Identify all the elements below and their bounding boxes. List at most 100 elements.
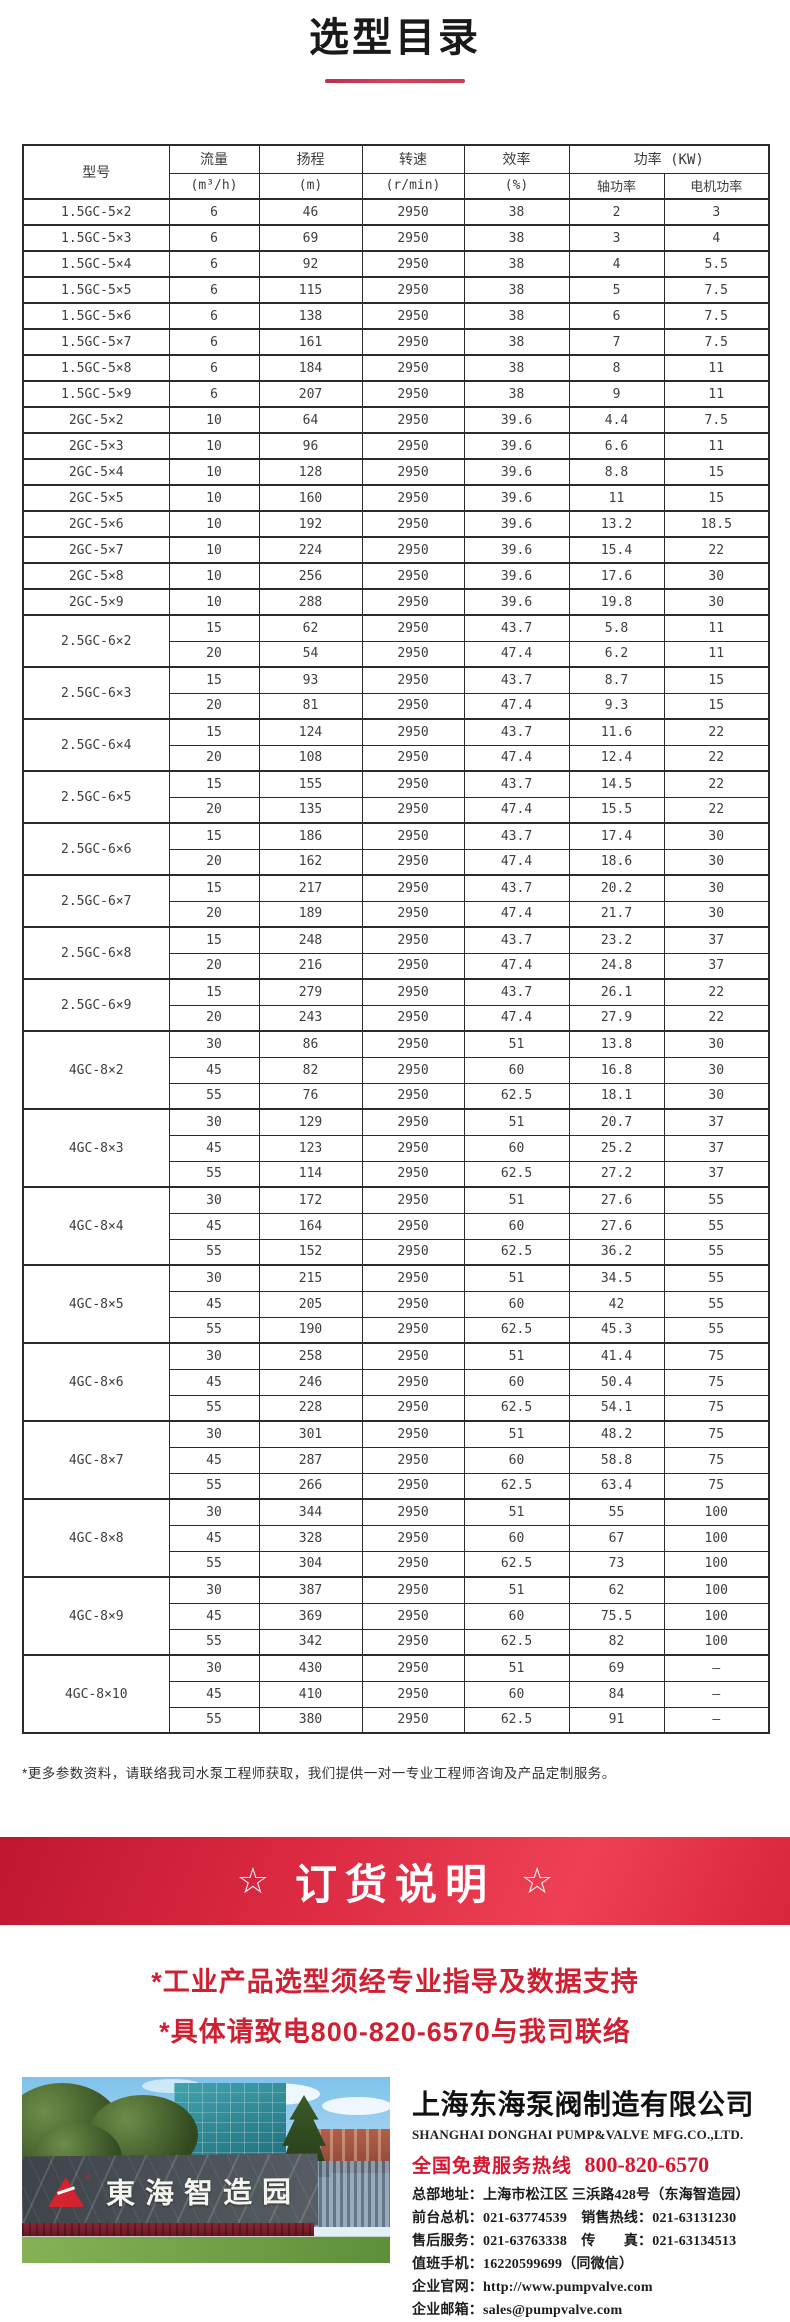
model-cell: 2.5GC-6×8 <box>22 926 170 980</box>
speed-cell: 2950 <box>361 354 465 382</box>
head-cell: 256 <box>258 562 363 590</box>
title-underline <box>325 79 465 83</box>
head-cell: 288 <box>258 588 363 616</box>
model-cell: 4GC-8×5 <box>22 1264 170 1344</box>
shaft-power-cell: 24.8 <box>568 952 665 980</box>
shaft-power-cell: 8.8 <box>568 458 665 486</box>
efficiency-cell: 51 <box>463 1576 570 1604</box>
shaft-power-cell: 5 <box>568 276 665 304</box>
motor-power-cell: 75 <box>663 1472 770 1500</box>
head-cell: 228 <box>258 1394 363 1422</box>
shaft-power-cell: 62 <box>568 1576 665 1604</box>
head-cell: 192 <box>258 510 363 538</box>
head-cell: 304 <box>258 1550 363 1578</box>
table-row: 1.5GC-5×4 6 92 2950 38 4 5.5 <box>22 250 770 278</box>
table-units-row: (m³/h) (m) (r/min) (%) 轴功率 电机功率 <box>23 172 770 200</box>
shaft-power-cell: 84 <box>568 1680 665 1708</box>
motor-power-cell: 75 <box>663 1420 770 1448</box>
flow-cell: 45 <box>168 1290 260 1318</box>
efficiency-cell: 47.4 <box>463 796 570 824</box>
head-cell: 128 <box>258 458 363 486</box>
head-cell: 138 <box>258 302 363 330</box>
efficiency-cell: 43.7 <box>463 822 570 850</box>
table-row: 2.5GC-6×9 15 279 2950 43.7 26.1 22 <box>22 978 770 1032</box>
flow-cell: 55 <box>168 1394 260 1422</box>
table-row: 20 135 2950 47.4 15.5 22 <box>23 796 770 824</box>
speed-cell: 2950 <box>361 1394 465 1422</box>
speed-cell: 2950 <box>361 250 465 278</box>
shaft-power-cell: 4.4 <box>568 406 665 434</box>
flow-cell: 20 <box>168 952 260 980</box>
model-cell: 1.5GC-5×3 <box>22 224 170 252</box>
motor-power-cell: 55 <box>663 1264 770 1292</box>
speed-cell: 2950 <box>361 1264 465 1292</box>
efficiency-cell: 47.4 <box>463 848 570 876</box>
speed-cell: 2950 <box>361 692 465 720</box>
col-header-motor-power: 电机功率 <box>663 172 770 200</box>
head-cell: 114 <box>258 1160 363 1188</box>
shaft-power-cell: 9.3 <box>568 692 665 720</box>
head-cell: 123 <box>258 1134 363 1162</box>
table-row: 45 82 2950 60 16.8 30 <box>23 1056 770 1084</box>
motor-power-cell: 55 <box>663 1290 770 1318</box>
efficiency-cell: 51 <box>463 1342 570 1370</box>
shaft-power-cell: 6.2 <box>568 640 665 668</box>
order-banner-title: 订货说明 <box>294 1860 495 1908</box>
speed-cell: 2950 <box>361 1082 465 1110</box>
efficiency-cell: 47.4 <box>463 692 570 720</box>
shaft-power-cell: 5.8 <box>568 614 665 642</box>
table-row: 55 380 2950 62.5 91– <box>23 1706 770 1734</box>
motor-power-cell: 22 <box>663 536 770 564</box>
motor-power-cell: 30 <box>663 588 770 616</box>
flow-cell: 20 <box>168 640 260 668</box>
company-section: ® 東海智造园 上海东海泵阀制造有限公司 SHANGHAI DONGHAI PU… <box>22 2077 784 2322</box>
efficiency-cell: 51 <box>463 1420 570 1448</box>
speed-cell: 2950 <box>361 302 465 330</box>
head-cell: 164 <box>258 1212 363 1240</box>
shaft-power-cell: 50.4 <box>568 1368 665 1396</box>
head-cell: 380 <box>258 1706 363 1734</box>
model-cell: 1.5GC-5×7 <box>22 328 170 356</box>
efficiency-cell: 62.5 <box>463 1082 570 1110</box>
efficiency-cell: 38 <box>463 354 570 382</box>
efficiency-cell: 38 <box>463 198 570 226</box>
table-row: 2.5GC-6×3 15 93 2950 43.7 8.7 15 <box>22 666 770 720</box>
model-cell: 4GC-8×4 <box>22 1186 170 1266</box>
model-cell: 2.5GC-6×3 <box>22 666 170 720</box>
table-row: 4GC-8×8 30 344 2950 51 55 100 <box>22 1498 770 1578</box>
motor-power-cell: 3 <box>663 198 770 226</box>
head-cell: 328 <box>258 1524 363 1552</box>
efficiency-cell: 39.6 <box>463 562 570 590</box>
motor-power-cell: – <box>663 1654 770 1682</box>
flow-cell: 55 <box>168 1472 260 1500</box>
table-row: 20 54 2950 47.4 6.2 11 <box>23 640 770 668</box>
speed-cell: 2950 <box>361 1290 465 1318</box>
motor-power-cell: – <box>663 1680 770 1708</box>
table-row: 2GC-5×8 10 256 2950 39.6 17.6 30 <box>22 562 770 590</box>
efficiency-cell: 62.5 <box>463 1316 570 1344</box>
flow-cell: 10 <box>168 458 260 486</box>
flow-cell: 20 <box>168 1004 260 1032</box>
motor-power-cell: 15 <box>663 484 770 512</box>
speed-cell: 2950 <box>361 1316 465 1344</box>
table-row: 1.5GC-5×2 6 46 2950 38 2 3 <box>22 198 770 226</box>
head-cell: 135 <box>258 796 363 824</box>
efficiency-cell: 39.6 <box>463 484 570 512</box>
efficiency-cell: 38 <box>463 224 570 252</box>
flow-cell: 6 <box>168 224 260 252</box>
shaft-power-cell: 6.6 <box>568 432 665 460</box>
flow-cell: 10 <box>168 406 260 434</box>
head-cell: 54 <box>258 640 363 668</box>
head-cell: 62 <box>258 614 363 642</box>
flow-cell: 30 <box>168 1342 260 1370</box>
model-cell: 4GC-8×8 <box>22 1498 170 1578</box>
col-header-speed: 转速 <box>361 144 465 174</box>
speed-cell: 2950 <box>361 1186 465 1214</box>
flow-cell: 30 <box>168 1498 260 1526</box>
efficiency-cell: 39.6 <box>463 510 570 538</box>
model-cell: 4GC-8×9 <box>22 1576 170 1656</box>
motor-power-cell: 30 <box>663 1056 770 1084</box>
flow-cell: 15 <box>168 874 260 902</box>
company-info-lines: 总部地址：上海市松江区 三浜路428号（东海智造园） 前台总机：021-6377… <box>412 2184 770 2322</box>
speed-cell: 2950 <box>361 406 465 434</box>
